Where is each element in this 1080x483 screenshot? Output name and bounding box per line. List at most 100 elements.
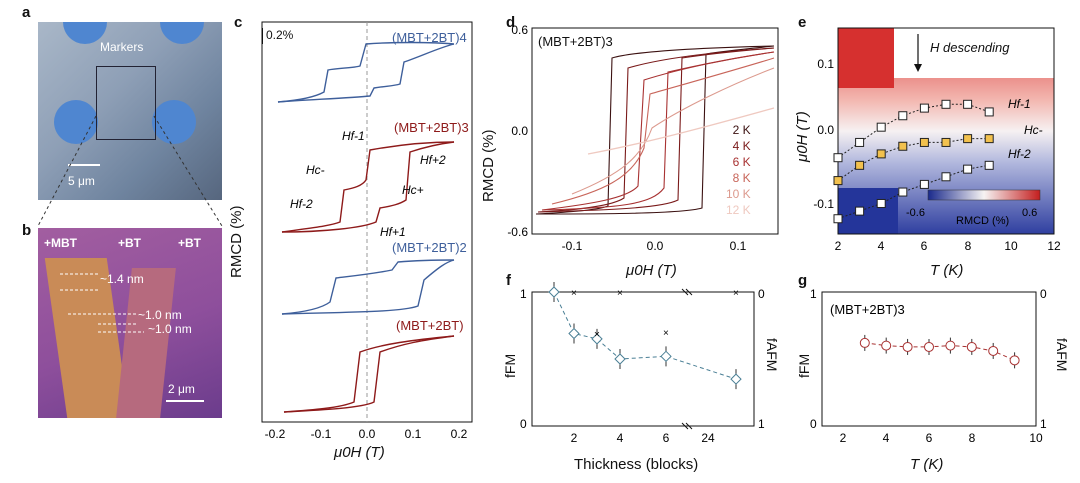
- c-xlabel: μ0H (T): [334, 444, 385, 461]
- data-point: [919, 103, 929, 113]
- scale-bar: [68, 164, 100, 166]
- region-label: +MBT: [44, 236, 77, 250]
- annotation-hf-2: Hf-2: [290, 197, 313, 211]
- step-height-label: ~1.0 nm: [138, 308, 182, 322]
- data-point: [963, 164, 973, 174]
- ffm-point: [591, 333, 603, 345]
- data-point: [876, 149, 886, 159]
- x-tick-label: 4: [883, 431, 890, 445]
- legend-entry: 10 K: [726, 187, 751, 201]
- g-ylabel-right: fAFM: [1054, 338, 1070, 372]
- x-tick-label: 2: [571, 431, 578, 445]
- panel-b-afm-image: +MBT +BT +BT ~1.4 nm ~1.0 nm ~1.0 nm 2 μ…: [38, 228, 222, 418]
- x-tick-label: 12: [1047, 239, 1061, 253]
- panel-e-plot: 2 4 6 8 10 12 0.1 0.0 -0.1 -0.6 0.6 RMCD…: [813, 27, 1061, 253]
- scale-bar-label: 5 μm: [68, 174, 95, 188]
- ffm-point: [730, 373, 742, 385]
- data-point: [898, 111, 908, 121]
- x-tick-label: 6: [663, 431, 670, 445]
- zoom-lines: [37, 115, 223, 227]
- ffm-point: [945, 340, 956, 351]
- f-data-points: × × × × ×: [548, 282, 742, 390]
- f-ylabel-right: fAFM: [764, 338, 780, 372]
- ffm-point: [966, 341, 977, 352]
- e-data-points: [833, 99, 994, 224]
- legend-entry: 8 K: [732, 171, 751, 185]
- d-ylabel: RMCD (%): [480, 129, 497, 203]
- right-tick-label: 1: [1040, 417, 1047, 431]
- region-label: +BT: [118, 236, 142, 250]
- right-tick-label: 0: [758, 287, 765, 301]
- x-tick-label: -0.2: [265, 427, 286, 441]
- fafm-point: ×: [594, 330, 600, 341]
- ffm-point: [614, 353, 626, 365]
- data-point: [876, 122, 886, 132]
- g-ylabel-left: fFM: [796, 353, 812, 378]
- panel-a-label: a: [22, 4, 31, 21]
- annotation-hf-plus-1: Hf+1: [380, 225, 406, 239]
- y-tick-label: -0.6: [507, 225, 528, 239]
- curve-label-hf-1: Hf-1: [1008, 97, 1031, 111]
- x-tick-label: 4: [878, 239, 885, 253]
- x-tick-label: 2: [835, 239, 842, 253]
- fafm-point: ×: [617, 288, 623, 299]
- right-tick-label: 0: [1040, 287, 1047, 301]
- left-tick-label: 0: [810, 417, 817, 431]
- left-tick-label: 0: [520, 417, 527, 431]
- panel-f-plot: × × × × × 2 4 6 24 1 0 0 1: [520, 282, 765, 445]
- y-tick-label: 0.0: [511, 124, 528, 138]
- ffm-point: [660, 350, 672, 363]
- annotation-hf-1: Hf-1: [342, 129, 365, 143]
- x-tick-label: 8: [965, 239, 972, 253]
- panel-c-plot: -0.2 -0.1 0.0 0.1 0.2 Hf-1 Hf+2 Hc- Hc+ …: [261, 21, 473, 441]
- x-tick-label: 0.0: [359, 427, 376, 441]
- data-point: [963, 99, 973, 109]
- annotation-hc-plus: Hc+: [402, 183, 424, 197]
- marker-disk: [63, 22, 107, 44]
- e-ylabel: μ0H (T): [794, 111, 811, 162]
- ffm-point: [548, 286, 560, 298]
- colorbar: [927, 189, 1041, 201]
- left-tick-label: 1: [810, 287, 817, 301]
- trace-1-down: [283, 335, 455, 413]
- ffm-point: [1009, 355, 1020, 366]
- trace-label-4: (MBT+2BT)4: [392, 30, 467, 45]
- panel-d-label: d: [506, 14, 516, 31]
- right-tick-label: 1: [758, 417, 765, 431]
- f-xlabel: Thickness (blocks): [574, 456, 699, 473]
- data-point: [898, 187, 908, 197]
- data-point: [941, 137, 951, 147]
- series-line: [837, 138, 990, 182]
- y-tick-label: 0.0: [817, 123, 834, 137]
- colorbar-label: RMCD (%): [956, 215, 1009, 227]
- x-tick-label: 8: [969, 431, 976, 445]
- panel-g-label: g: [798, 272, 808, 289]
- colorbar-max: 0.6: [1022, 207, 1037, 219]
- data-point: [984, 160, 994, 170]
- data-point: [919, 179, 929, 189]
- x-tick-label: 10: [1004, 239, 1018, 253]
- legend-entry: 12 K: [726, 203, 751, 217]
- data-point: [898, 141, 908, 151]
- step-height-label: ~1.4 nm: [100, 272, 144, 286]
- markers-label: Markers: [100, 40, 144, 54]
- scale-bar: [166, 400, 204, 402]
- x-tick-label: 2: [840, 431, 847, 445]
- panel-f-label: f: [506, 272, 511, 289]
- x-tick-label: 4: [617, 431, 624, 445]
- x-tick-label: -0.1: [562, 239, 583, 253]
- x-tick-label: 0.0: [647, 239, 664, 253]
- trace-1-up: [283, 335, 455, 413]
- fafm-point: ×: [733, 288, 739, 299]
- panel-c-label: c: [234, 14, 243, 31]
- ffm-point: [924, 341, 934, 352]
- ffm-point: [568, 327, 580, 340]
- y-tick-label: -0.1: [813, 197, 834, 211]
- panel-g-plot: 2 4 6 8 10 1 0 0 1 (MBT+2BT)3: [810, 287, 1047, 445]
- x-tick-label: 6: [926, 431, 933, 445]
- legend-entry: 6 K: [732, 155, 751, 169]
- marker-disk: [152, 100, 196, 144]
- curve-label-hc: Hc-: [1024, 123, 1043, 137]
- g-title: (MBT+2BT)3: [830, 302, 905, 317]
- fafm-point: ×: [571, 288, 577, 299]
